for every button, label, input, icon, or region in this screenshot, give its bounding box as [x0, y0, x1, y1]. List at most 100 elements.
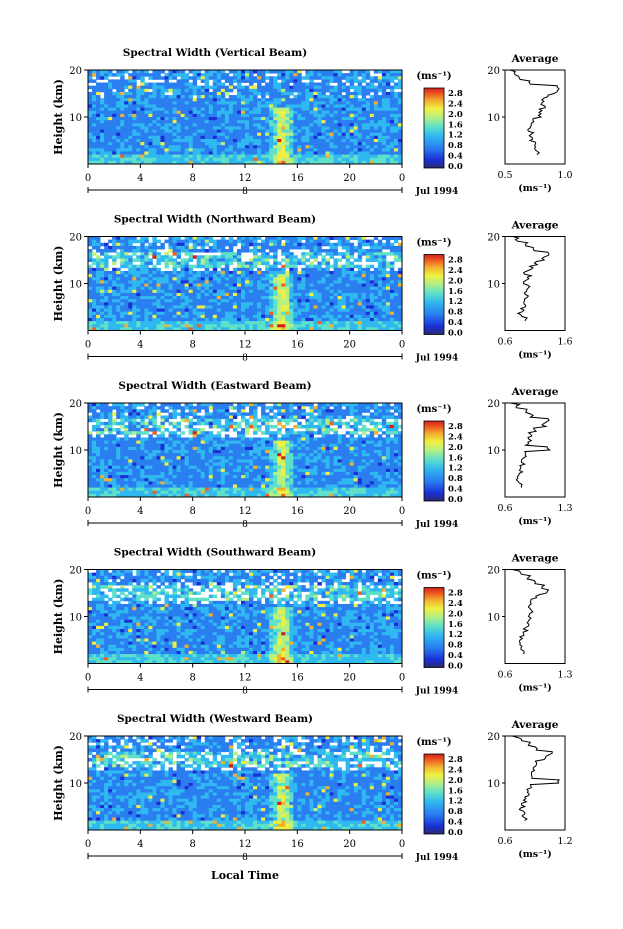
heatmap-cell [377, 421, 383, 426]
heatmap-cell [337, 292, 343, 297]
heatmap-cell [152, 129, 157, 134]
heatmap-cell [353, 321, 359, 325]
heatmap-cell [253, 302, 258, 306]
heatmap-cell [361, 145, 367, 149]
heatmap-cell [385, 98, 391, 102]
heatmap-cell [345, 424, 351, 429]
heatmap-cell [321, 415, 326, 420]
heatmap-cell [309, 283, 314, 288]
heatmap-cell [152, 418, 157, 423]
colorbar-tick-label: 1.2 [448, 131, 463, 141]
heatmap-cell [172, 280, 177, 284]
heatmap-cell [285, 154, 290, 159]
heatmap-cell [92, 151, 97, 155]
heatmap-cell [297, 135, 302, 140]
heatmap-cell [313, 270, 318, 275]
heatmap-cell [216, 76, 222, 80]
heatmap-cell [397, 308, 403, 313]
heatmap-cell [148, 145, 153, 149]
heatmap-cell [325, 324, 330, 328]
heatmap-cell [285, 409, 290, 413]
heatmap-cell [285, 113, 290, 118]
heatmap-cell [321, 79, 326, 83]
heatmap-cell [160, 154, 165, 159]
heatmap-cell [329, 117, 334, 121]
heatmap-cell [293, 135, 298, 140]
heatmap-cell [196, 428, 202, 432]
heatmap-cell [285, 79, 290, 83]
heatmap-cell [92, 261, 97, 266]
heatmap-cell [224, 160, 230, 165]
heatmap-cell [124, 255, 129, 259]
heatmap-cell [397, 283, 403, 288]
heatmap-cell [104, 242, 109, 247]
heatmap-cell [281, 82, 286, 87]
heatmap-cell [289, 113, 294, 118]
heatmap-cell [116, 120, 121, 124]
heatmap-cell [277, 110, 282, 115]
heatmap-cell [373, 245, 379, 250]
heatmap-cell [293, 311, 298, 316]
heatmap-cell [144, 135, 149, 140]
heatmap-cell [224, 305, 230, 309]
heatmap-cell [228, 283, 234, 288]
heatmap-cell [289, 120, 294, 124]
heatmap-cell [293, 113, 298, 118]
heatmap-cell [108, 138, 113, 143]
heatmap-cell [377, 151, 383, 155]
heatmap-cell [156, 252, 161, 256]
heatmap-cell [240, 264, 246, 269]
heatmap-cell [104, 267, 109, 272]
heatmap-cell [289, 311, 294, 316]
heatmap-cell [309, 418, 314, 423]
y-tick-label: 10 [69, 280, 82, 291]
heatmap-cell [196, 311, 202, 316]
heatmap-cell [281, 157, 286, 162]
heatmap-cell [333, 85, 338, 90]
heatmap-cell [236, 82, 242, 87]
heatmap-cell [293, 142, 298, 146]
heatmap-cell [148, 113, 153, 118]
heatmap-cell [168, 412, 173, 416]
heatmap-cell [249, 292, 254, 297]
heatmap-cell [220, 154, 226, 159]
heatmap-cell [245, 160, 250, 165]
heatmap-cell [116, 236, 121, 241]
heatmap-cell [341, 142, 347, 146]
heatmap-cell [385, 73, 391, 77]
heatmap-cell [269, 321, 274, 325]
heatmap-cell [297, 73, 302, 77]
heatmap-cell [365, 274, 371, 278]
heatmap-cell [289, 409, 294, 413]
heatmap-cell [128, 145, 133, 149]
heatmap-cell [96, 245, 101, 250]
heatmap-cell [196, 85, 202, 90]
heatmap-cell [124, 292, 129, 297]
heatmap-cell [136, 289, 141, 294]
heatmap-cell [345, 274, 351, 278]
heatmap-cell [216, 299, 222, 303]
heatmap-cell [216, 142, 222, 146]
heatmap-cell [313, 283, 318, 288]
heatmap-cell [140, 418, 145, 423]
heatmap-cell [325, 138, 330, 143]
heatmap-cell [160, 421, 165, 426]
heatmap-cell [269, 239, 274, 244]
heatmap-cell [349, 135, 355, 140]
heatmap-cell [385, 252, 391, 256]
heatmap-cell [341, 135, 347, 140]
heatmap-cell [224, 249, 230, 253]
heatmap-cell [389, 412, 395, 416]
heatmap-cell [132, 148, 137, 152]
heatmap-cell [204, 280, 210, 284]
heatmap-cell [309, 277, 314, 281]
heatmap-cell [152, 239, 157, 244]
heatmap-cell [132, 286, 137, 291]
heatmap-cell [261, 292, 266, 297]
heatmap-cell [100, 274, 105, 278]
heatmap-cell [249, 289, 254, 294]
heatmap-cell [136, 104, 141, 108]
heatmap-cell [160, 317, 165, 322]
heatmap-cell [164, 299, 169, 303]
heatmap-cell [96, 274, 101, 278]
